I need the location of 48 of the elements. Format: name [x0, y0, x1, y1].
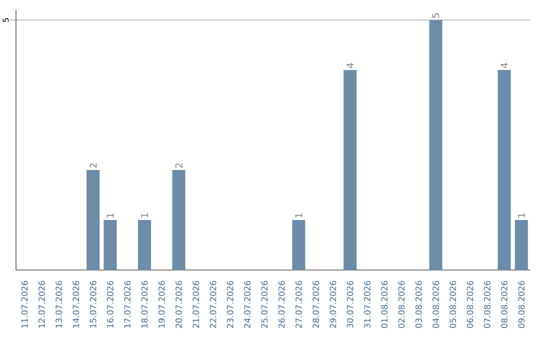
- x-tick-label: 18.07.2026: [141, 280, 148, 328]
- data-label: 1: [106, 213, 114, 218]
- x-tick-label: 06.08.2026: [466, 280, 474, 328]
- x-tick-label: 15.07.2026: [90, 280, 96, 328]
- data-label: 4: [346, 62, 354, 68]
- x-tick-label: 26.07.2026: [278, 280, 285, 328]
- x-tick-label: 17.07.2026: [124, 280, 131, 328]
- data-label: 5: [432, 13, 440, 18]
- data-label: 1: [295, 213, 302, 218]
- x-tick-label: 05.08.2026: [450, 280, 456, 328]
- bar: [104, 220, 117, 270]
- x-tick-label: 16.07.2026: [107, 280, 114, 328]
- bar: [172, 170, 186, 270]
- data-label: 1: [141, 213, 148, 218]
- bar: [498, 70, 511, 270]
- bar: [86, 170, 100, 270]
- x-tick-label: 03.08.2026: [415, 280, 422, 328]
- x-tick-label: 12.07.2026: [38, 280, 45, 328]
- x-tick-label: 14.07.2026: [72, 280, 80, 328]
- data-label: 4: [500, 62, 508, 68]
- x-tick-label: 28.07.2026: [312, 280, 320, 328]
- bar: [138, 220, 151, 270]
- x-tick-label: 22.07.2026: [210, 280, 216, 328]
- bar: [514, 220, 528, 270]
- x-tick-label: 27.07.2026: [296, 280, 302, 328]
- x-tick-label: 07.08.2026: [484, 280, 490, 328]
- x-tick-label: 04.08.2026: [432, 280, 439, 328]
- x-tick-label: 19.07.2026: [158, 280, 165, 328]
- x-tick-label: 02.08.2026: [398, 280, 405, 328]
- x-tick-label: 31.07.2026: [364, 280, 370, 328]
- data-label: 2: [90, 163, 97, 168]
- x-tick-label: 13.07.2026: [56, 280, 62, 328]
- x-tick-label: 29.07.2026: [330, 280, 336, 328]
- bar: [292, 220, 306, 270]
- x-tick-label: 21.07.2026: [192, 280, 200, 328]
- x-tick-label: 23.07.2026: [226, 280, 234, 328]
- data-label: 1: [518, 213, 525, 218]
- x-tick-label: 20.07.2026: [176, 280, 182, 328]
- data-label: 2: [175, 163, 182, 168]
- x-tick-label: 09.08.2026: [518, 280, 525, 328]
- x-tick-label: 24.07.2026: [244, 280, 250, 328]
- x-tick-label: 01.08.2026: [381, 280, 388, 328]
- x-tick-label: 30.07.2026: [346, 280, 354, 328]
- x-tick-label: 25.07.2026: [261, 280, 268, 328]
- x-tick-label: 11.07.2026: [21, 280, 28, 328]
- bar: [429, 20, 442, 270]
- bar: [344, 70, 357, 270]
- x-tick-label: 08.08.2026: [501, 280, 508, 328]
